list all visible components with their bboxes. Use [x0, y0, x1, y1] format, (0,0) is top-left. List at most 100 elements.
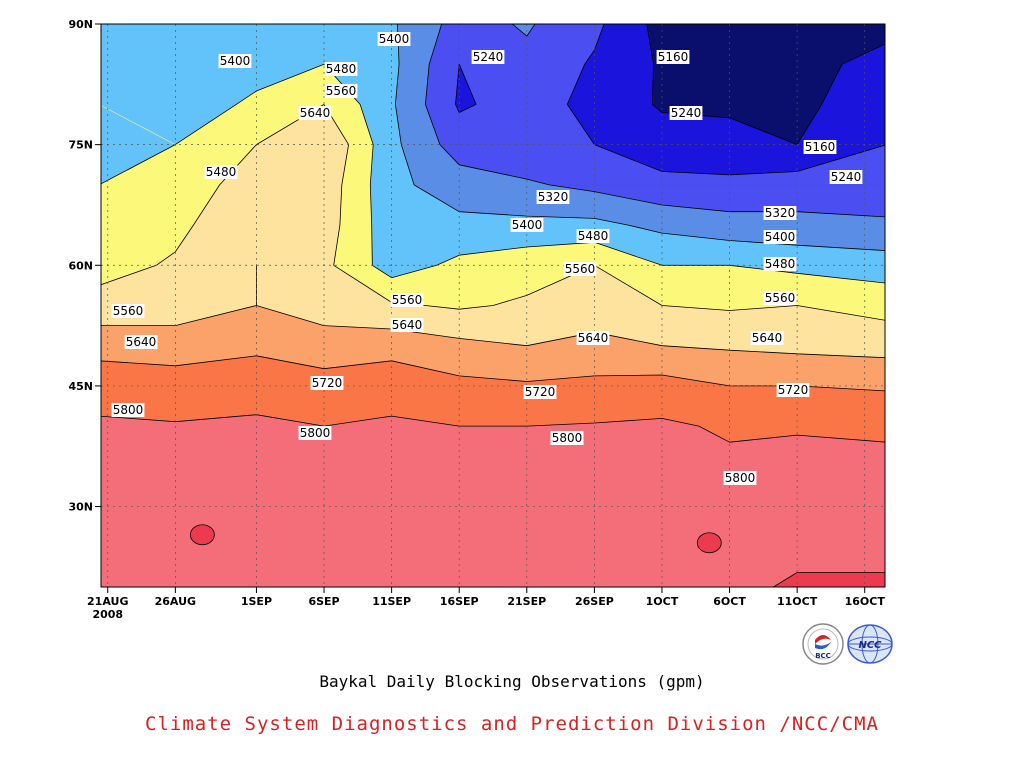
contour-label-bg — [523, 385, 557, 399]
contour-label: 5720 — [312, 376, 343, 390]
y-tick-label: 45N — [68, 380, 93, 393]
contour-label: 5240 — [473, 50, 504, 64]
contour-label-bg — [298, 426, 332, 440]
x-tick-label: 26AUG — [155, 595, 196, 608]
contour-label-bg — [111, 304, 145, 318]
x-tick-label: 21AUG — [87, 595, 128, 608]
contour-label: 5240 — [831, 170, 862, 184]
contour-label: 5480 — [206, 165, 237, 179]
contour-label: 5640 — [392, 318, 423, 332]
contour-label: 5400 — [379, 32, 410, 46]
bcc-logo-text: BCC — [815, 652, 831, 660]
x-tick-label: 11OCT — [777, 595, 818, 608]
ncc-logo: NCC — [846, 622, 893, 666]
contour-label-bg — [536, 190, 570, 204]
contour-label-bg — [669, 106, 703, 120]
contour-label-bg — [576, 331, 610, 345]
contour-label-bg — [204, 165, 238, 179]
contour-label: 5800 — [113, 403, 144, 417]
contour-label-bg — [776, 383, 810, 397]
contour-label: 5400 — [512, 218, 543, 232]
contour-line-5720 — [101, 355, 885, 392]
contour-label: 5480 — [765, 257, 796, 271]
contour-label: 5640 — [578, 331, 609, 345]
x-tick-label: 21SEP — [507, 595, 546, 608]
contour-label-bg — [510, 218, 544, 232]
contour-label: 5640 — [752, 331, 783, 345]
ncc-logo-text: NCC — [858, 640, 882, 651]
contour-label: 5800 — [300, 426, 331, 440]
contour-label: 5640 — [126, 335, 157, 349]
contour-line-5400 — [395, 24, 885, 251]
chart-title: Baykal Daily Blocking Observations (gpm) — [319, 672, 705, 691]
x-tick-label: 16OCT — [845, 595, 886, 608]
contour-label-bg — [723, 471, 757, 485]
y-tick-label: 60N — [68, 259, 93, 272]
contour-label-bg — [763, 257, 797, 271]
contour-label: 5720 — [778, 383, 809, 397]
x-tick-label: 1SEP — [241, 595, 272, 608]
contour-label: 5480 — [326, 62, 357, 76]
contour-label: 5800 — [552, 431, 583, 445]
contour-label-bg — [763, 291, 797, 305]
contour-label-bg — [298, 106, 332, 120]
chart-credit: Climate System Diagnostics and Predictio… — [145, 713, 879, 735]
contour-label-bg — [563, 262, 597, 276]
contour-label: 5160 — [805, 140, 836, 154]
contour-label-bg — [550, 431, 584, 445]
x-tick-label: 6SEP — [308, 595, 339, 608]
x-tick-label: 16SEP — [440, 595, 479, 608]
contour-line-5880 — [772, 572, 885, 587]
closed-high-1 — [696, 532, 722, 554]
contour-line-5800 — [101, 414, 885, 443]
x-tick-label: 6OCT — [713, 595, 746, 608]
plot-frame — [100, 23, 886, 588]
contour-label: 5800 — [725, 471, 756, 485]
x-tick-label: 26SEP — [575, 595, 614, 608]
contour-label-bg — [576, 229, 610, 243]
contour-labels: 5160 5160 5240 5240 5240 5320 5320 5400 5400 5400… — [111, 32, 863, 485]
x-tick-label: 1OCT — [646, 595, 679, 608]
contour-label: 5400 — [765, 230, 796, 244]
contour-label: 5320 — [538, 190, 569, 204]
contour-label-bg — [829, 170, 863, 184]
contour-label-bg — [324, 84, 358, 98]
contour-label-bg — [763, 230, 797, 244]
contour-label-bg — [750, 331, 784, 345]
y-tick-label: 30N — [68, 501, 93, 514]
contour-label: 5640 — [300, 106, 331, 120]
contour-label-bg — [763, 206, 797, 220]
y-tick-label: 90N — [68, 18, 93, 31]
contour-label-bg — [218, 54, 252, 68]
contour-label: 5560 — [392, 293, 423, 307]
x-tick-label: 11SEP — [372, 595, 411, 608]
contour-line-5240 — [455, 24, 885, 176]
contour-label: 5480 — [578, 229, 609, 243]
contour-label-bg — [377, 32, 411, 46]
contour-label: 5560 — [326, 84, 357, 98]
x-tick-sublabel: 2008 — [92, 608, 123, 621]
contour-line-5640 — [101, 265, 885, 359]
contour-label-bg — [803, 140, 837, 154]
contour-label: 5400 — [220, 54, 251, 68]
contour-label-bg — [310, 376, 344, 390]
contour-label-bg — [656, 50, 690, 64]
contour-label: 5560 — [765, 291, 796, 305]
contour-label-bg — [471, 50, 505, 64]
y-tick-label: 75N — [68, 139, 93, 152]
contour-label-bg — [111, 403, 145, 417]
bcc-logo: BCC — [801, 622, 845, 666]
contour-label-bg — [390, 293, 424, 307]
contour-band-9 — [101, 414, 885, 587]
contour-label-bg — [124, 335, 158, 349]
contour-line-5320 — [425, 24, 885, 218]
contour-label: 5320 — [765, 206, 796, 220]
contour-label: 5240 — [671, 106, 702, 120]
contour-label: 5560 — [565, 262, 596, 276]
contour-label-bg — [324, 62, 358, 76]
contour-label: 5720 — [525, 385, 556, 399]
contour-label: 5160 — [658, 50, 689, 64]
contour-label: 5560 — [113, 304, 144, 318]
y-axis: 30N 45N 60N 75N 90N — [68, 18, 101, 514]
